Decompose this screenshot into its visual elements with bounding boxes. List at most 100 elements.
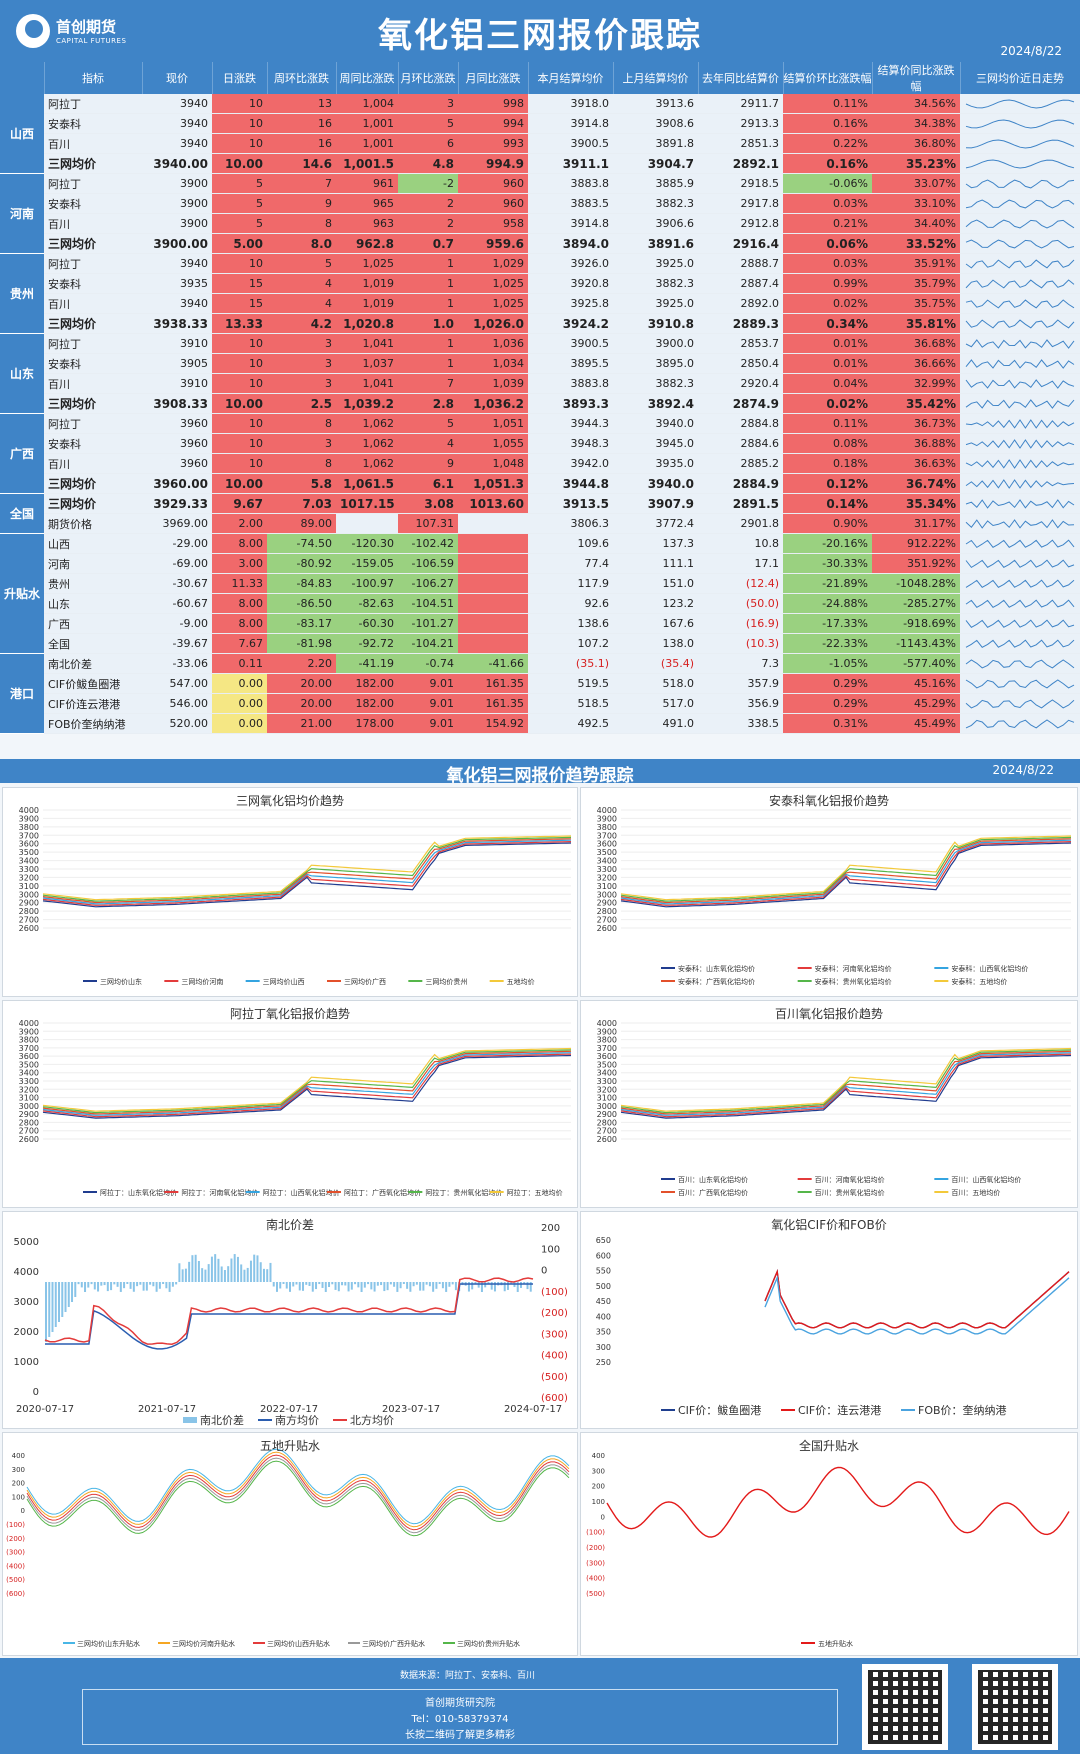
table-cell: 33.07% <box>872 173 960 194</box>
tick-label: 2024-07-17 <box>504 1404 562 1415</box>
table-cell: -83.17 <box>267 613 336 634</box>
series-line <box>42 835 572 901</box>
table-cell: 36.73% <box>872 413 960 434</box>
table-cell: 6 <box>398 133 458 154</box>
region-label: 全国 <box>0 493 44 534</box>
table-cell: 3960 <box>142 433 212 454</box>
table-cell: -285.27% <box>872 593 960 614</box>
sparkline-cell <box>960 413 1080 434</box>
table-cell: -20.16% <box>783 533 872 554</box>
table-cell: 10 <box>212 433 267 454</box>
row-label: 贵州 <box>44 573 142 594</box>
legend-label: 三网均价山东升贴水 <box>77 1639 140 1648</box>
tick-label: 400 <box>596 1312 611 1321</box>
table-cell: 5.00 <box>212 233 267 254</box>
legend-label: 三网均价贵州升贴水 <box>457 1639 520 1648</box>
table-row: 期货价格 3969.00 2.00 89.00 107.31 3806.3 3772.4 29… <box>0 513 1080 534</box>
header-cell: 去年同比结算价 <box>698 62 784 94</box>
spread-bar <box>87 1282 90 1288</box>
sparkline-path <box>965 599 1075 608</box>
sparkline-path <box>965 559 1075 569</box>
series-line <box>42 1049 572 1114</box>
tick-label: 200 <box>541 1223 560 1234</box>
series-line <box>620 836 1072 902</box>
sparkline-path <box>965 159 1075 169</box>
spread-bar <box>380 1282 383 1286</box>
spread-bar <box>45 1282 47 1342</box>
table-cell: 3891.6 <box>613 233 698 254</box>
table-cell: 35.75% <box>872 293 960 314</box>
tick-label: 3400 <box>19 857 39 866</box>
spread-bar <box>311 1282 314 1292</box>
table-row: 升贴水 山西 -29.00 8.00 -74.50 -120.30 -102.42 109.6… <box>0 533 1080 654</box>
header-bar: 首创期货 CAPITAL FUTURES 氧化铝三网报价跟踪 2024/8/22 <box>0 0 1080 70</box>
legend-label: 阿拉丁：河南氧化铝均价 <box>181 1188 258 1197</box>
header-cell: 结算价环比涨跌幅 <box>783 62 873 94</box>
table-cell: 3910 <box>142 333 212 354</box>
tick-label: 3700 <box>19 831 39 840</box>
table-row: 百川 3940 15 4 1,019 1 1,025 3925.8 3925.0 2892.0 0.… <box>0 293 1080 314</box>
legend-label: 百川：河南氧化铝均价 <box>815 1175 885 1184</box>
spread-bar <box>188 1261 191 1282</box>
table-row: 安泰科 3940 10 16 1,001 5 994 3914.8 3908.6 2913.3 0.… <box>0 113 1080 134</box>
qr-code-icon[interactable] <box>862 1664 948 1750</box>
tick-label: (200) <box>586 1544 605 1552</box>
table-row: 安泰科 3900 5 9 965 2 960 3883.5 3882.3 2917.8 0.03% 3… <box>0 193 1080 214</box>
tick-label: 3300 <box>597 865 617 874</box>
sparkline <box>965 459 1075 469</box>
table-cell: 34.56% <box>872 94 960 114</box>
table-row: 广西 阿拉丁 3960 10 8 1,062 5 1,051 3944.3 3940.0 2884.… <box>0 413 1080 494</box>
tick-label: 0 <box>21 1507 25 1515</box>
sparkline <box>965 359 1075 369</box>
row-label: 百川 <box>44 373 142 394</box>
table-cell: 1,019 <box>336 293 398 314</box>
region-label: 贵州 <box>0 253 44 334</box>
row-label: 三网均价 <box>44 393 142 414</box>
spread-bar <box>487 1282 490 1285</box>
tick-label: 550 <box>596 1267 611 1276</box>
tick-label: 3300 <box>19 1077 39 1086</box>
spread-bar <box>181 1269 184 1282</box>
sparkline <box>965 419 1075 429</box>
table-cell: 9 <box>398 453 458 474</box>
table-cell: 3913.5 <box>528 493 613 514</box>
sparkline <box>965 579 1075 588</box>
table-cell: 35.81% <box>872 313 960 334</box>
row-label: 百川 <box>44 453 142 474</box>
table-cell: 1,051.3 <box>458 473 528 494</box>
spread-bar <box>389 1282 392 1285</box>
legend-label: 三网均价河南升贴水 <box>172 1639 235 1648</box>
sparkline-cell <box>960 513 1080 534</box>
tick-label: 100 <box>12 1493 25 1501</box>
table-cell: 2918.5 <box>698 173 783 194</box>
header-cell: 月同比涨跌 <box>458 62 529 94</box>
spread-bar <box>168 1282 171 1292</box>
table-cell: 1,004 <box>336 94 398 114</box>
table-cell: 7 <box>267 173 336 194</box>
series-line <box>42 1053 572 1118</box>
tick-label: 3400 <box>19 1069 39 1078</box>
table-cell: 2912.8 <box>698 213 783 234</box>
legend-label: 北方均价 <box>350 1413 394 1427</box>
table-cell: 14.6 <box>267 153 336 174</box>
tick-label: 3700 <box>597 831 617 840</box>
table-cell: 0.18% <box>783 453 872 474</box>
spread-bar <box>220 1266 223 1282</box>
tick-label: (200) <box>541 1308 568 1319</box>
qr-code-icon[interactable] <box>972 1664 1058 1750</box>
spread-bar <box>441 1282 444 1289</box>
spread-bar <box>152 1282 155 1287</box>
table-cell: 1,020.8 <box>336 313 398 334</box>
table-cell: 3906.6 <box>613 213 698 234</box>
row-label: 安泰科 <box>44 433 142 454</box>
spread-bar <box>162 1282 165 1285</box>
sparkline <box>965 99 1075 109</box>
tick-label: 2700 <box>597 916 617 925</box>
sparkline <box>965 179 1075 189</box>
tick-label: 3800 <box>19 1036 39 1045</box>
table-cell: 0.00 <box>212 713 267 734</box>
table-cell: (16.9) <box>698 613 783 634</box>
table-cell: (10.3) <box>698 633 783 654</box>
table-cell: 0.7 <box>398 233 458 254</box>
table-cell: -918.69% <box>872 613 960 634</box>
